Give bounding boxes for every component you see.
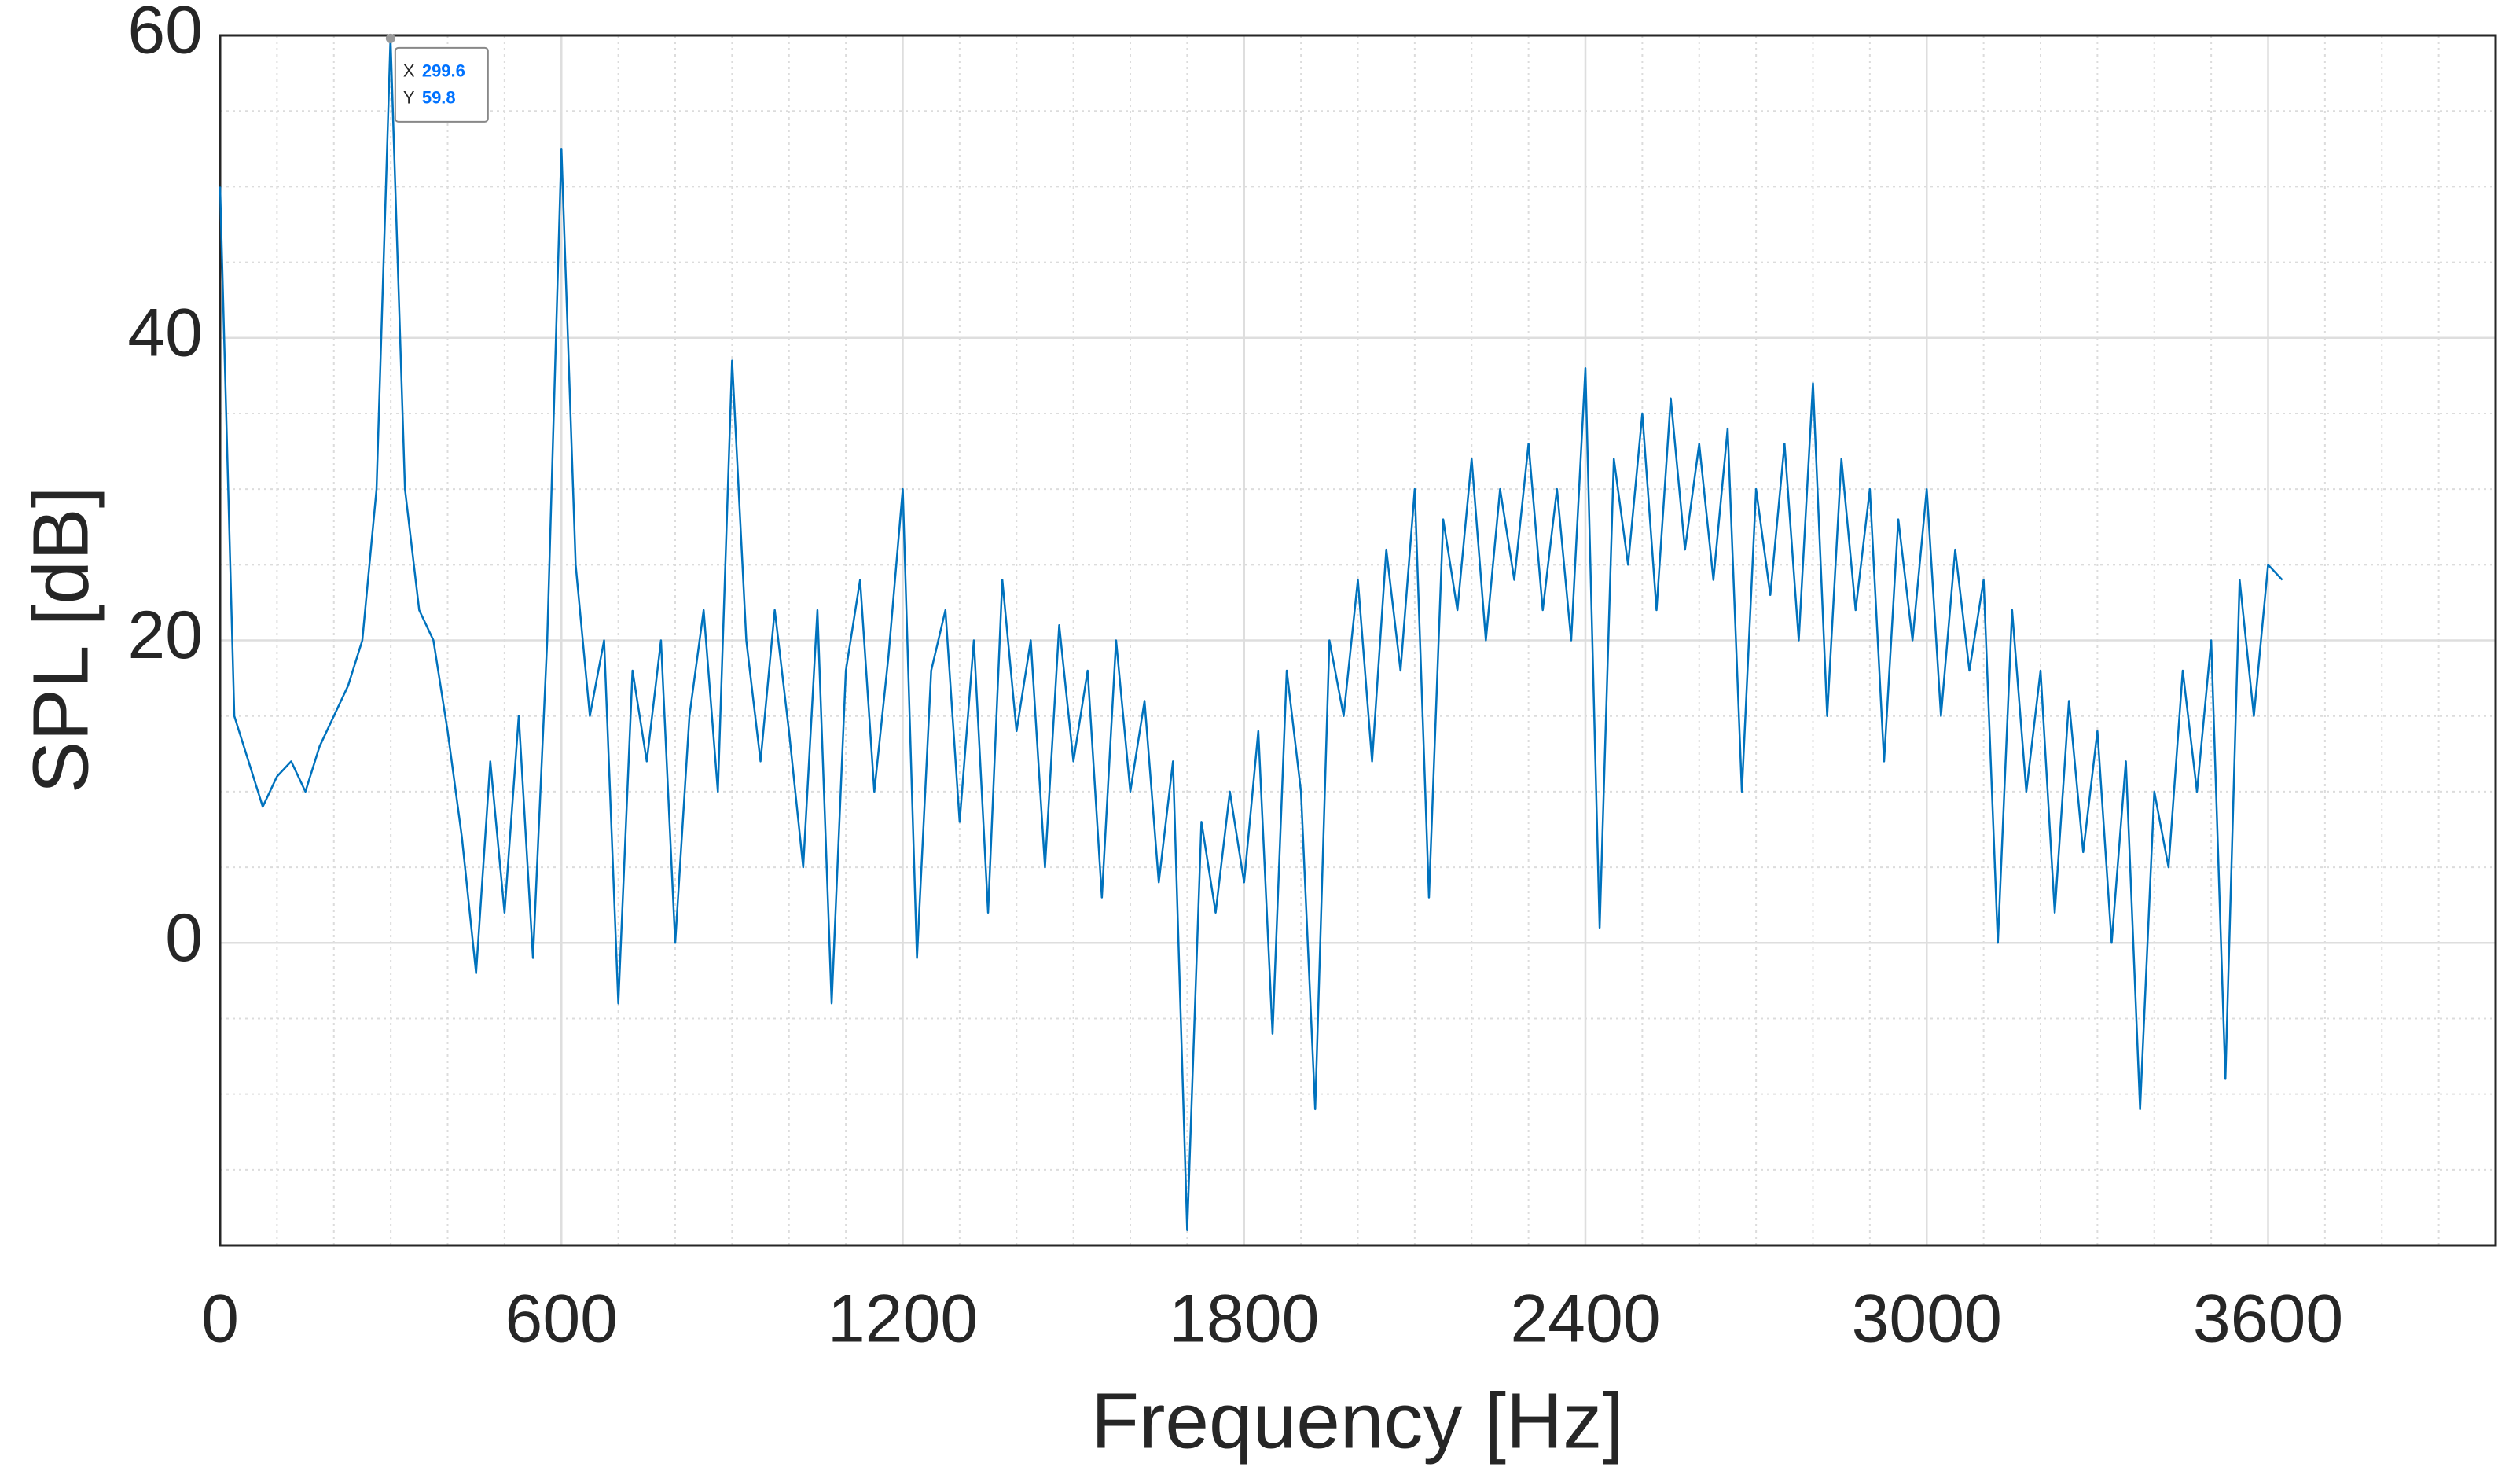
x-tick-label: 3600 xyxy=(2193,1282,2343,1357)
datatip-x-value: 299.6 xyxy=(422,61,465,81)
datatip-point xyxy=(385,33,395,43)
datatip-box xyxy=(394,46,489,123)
y-tick-label: 20 xyxy=(127,598,203,673)
y-tick-label: 0 xyxy=(165,900,203,976)
x-tick-label: 1200 xyxy=(828,1282,978,1357)
axes-box xyxy=(219,34,2497,1247)
x-tick-label: 2400 xyxy=(1510,1282,1660,1357)
y-tick-label: 60 xyxy=(127,0,203,68)
y-tick-label: 40 xyxy=(127,295,203,370)
x-tick-label: 0 xyxy=(201,1282,239,1357)
datatip-x-label: X xyxy=(403,61,415,81)
datatip-y-label: Y xyxy=(403,88,415,108)
datatip: X 299.6 Y 59.8 xyxy=(394,46,489,123)
x-axis-label: Frequency [Hz] xyxy=(1091,1377,1624,1465)
x-tick-label: 600 xyxy=(505,1282,619,1357)
x-tick-label: 1800 xyxy=(1169,1282,1319,1357)
datatip-y-value: 59.8 xyxy=(422,88,456,108)
y-axis-label: SPL [dB] xyxy=(17,487,105,794)
x-tick-label: 3000 xyxy=(1852,1282,2002,1357)
line xyxy=(219,37,2283,1232)
